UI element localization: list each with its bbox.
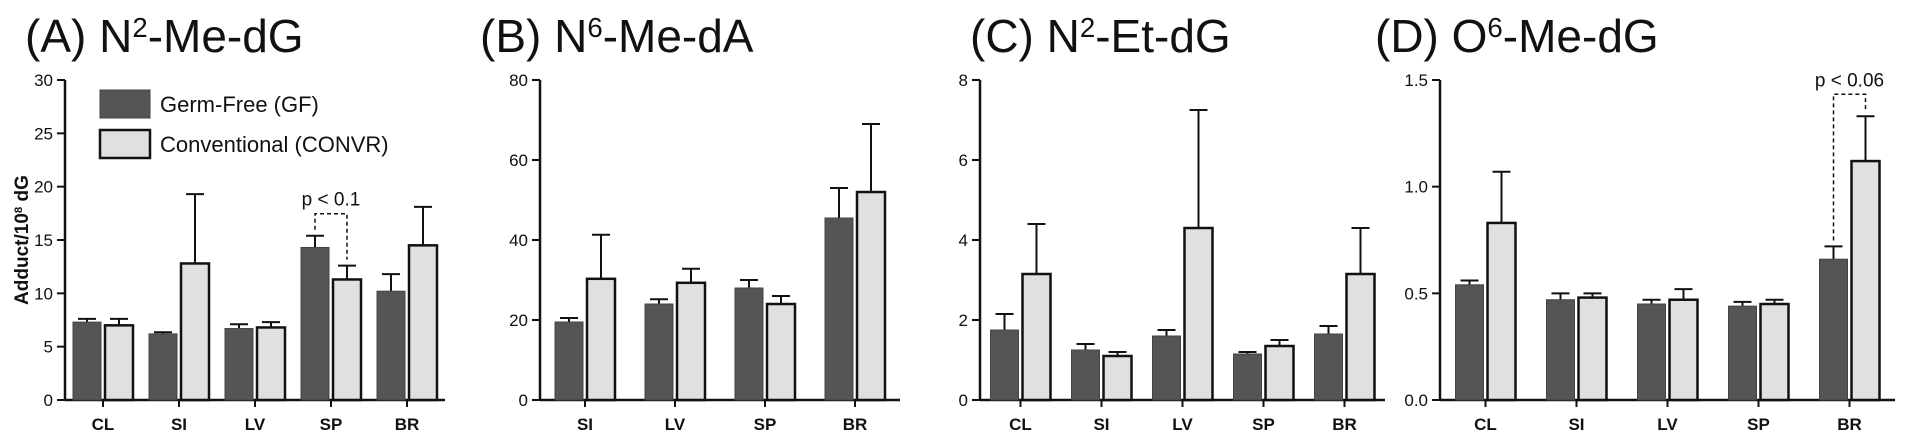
- bar: [1314, 333, 1343, 401]
- x-tick-label: BR: [395, 415, 420, 434]
- bar: [1102, 354, 1133, 402]
- x-tick-label: SI: [1093, 415, 1109, 434]
- bar: [990, 329, 1019, 401]
- chart-panel-1: (A) N2-Me-dG 0 5 10 15 20 25 30 CL SI LV SP p < 0.1 B…: [25, 10, 445, 434]
- x-tick-label: SP: [1252, 415, 1275, 434]
- x-tick-label: SP: [754, 415, 777, 434]
- bar: [734, 287, 764, 401]
- x-tick-label: LV: [1172, 415, 1193, 434]
- bar: [331, 278, 363, 402]
- bar: [1183, 226, 1214, 402]
- legend-swatch: [98, 128, 152, 160]
- chart-panel-3: (C) N2-Et-dG 0 2 4 6 8 CL SI LV SP BR: [959, 10, 1385, 434]
- bar: [255, 326, 287, 402]
- panel-title: (B) N6-Me-dA: [480, 10, 754, 62]
- bar: [1668, 298, 1699, 402]
- x-tick-label: CL: [92, 415, 115, 434]
- bar: [1152, 335, 1181, 401]
- bar: [407, 244, 439, 402]
- x-tick-label: LV: [1657, 415, 1678, 434]
- bar: [1071, 349, 1100, 401]
- panel-title: (C) N2-Et-dG: [970, 10, 1231, 62]
- significance-bracket: [314, 212, 348, 260]
- bar: [1233, 353, 1262, 401]
- chart-panel-4: (D) O6-Me-dG 0.0 0.5 1.0 1.5 CL SI LV SP BR p < 0.…: [1375, 10, 1895, 434]
- bar: [1637, 303, 1666, 401]
- x-tick-label: LV: [245, 415, 266, 434]
- legend-label: Conventional (CONVR): [160, 132, 389, 157]
- bar: [1486, 221, 1517, 402]
- x-tick-label: SP: [1747, 415, 1770, 434]
- x-tick-label: BR: [1332, 415, 1357, 434]
- y-tick-label: 20: [509, 311, 528, 330]
- y-tick-label: 80: [509, 71, 528, 90]
- bar: [1759, 302, 1790, 402]
- bar: [148, 333, 178, 401]
- bar: [1577, 296, 1608, 402]
- y-tick-label: 4: [959, 231, 968, 250]
- y-tick-label: 25: [34, 124, 53, 143]
- y-tick-label: 6: [959, 151, 968, 170]
- y-tick-label: 20: [34, 178, 53, 197]
- y-tick-label: 0.5: [1404, 284, 1428, 303]
- bar: [1021, 272, 1052, 402]
- x-tick-label: SP: [320, 415, 343, 434]
- y-tick-label: 60: [509, 151, 528, 170]
- bar: [1455, 284, 1484, 401]
- bar: [179, 262, 211, 402]
- y-tick-label: 30: [34, 71, 53, 90]
- bar: [224, 328, 254, 401]
- x-tick-label: SI: [1568, 415, 1584, 434]
- bar: [1264, 344, 1295, 402]
- x-tick-label: SI: [577, 415, 593, 434]
- y-tick-label: 10: [34, 284, 53, 303]
- y-tick-label: 8: [959, 71, 968, 90]
- bar: [644, 303, 674, 401]
- significance-bracket: [1832, 93, 1867, 241]
- bar: [824, 217, 854, 401]
- bar: [1850, 159, 1881, 402]
- bar: [1546, 299, 1575, 401]
- bar: [765, 302, 797, 402]
- bar: [376, 290, 406, 401]
- bar: [585, 277, 617, 402]
- y-tick-label: 0.0: [1404, 391, 1428, 410]
- y-tick-label: 0: [519, 391, 528, 410]
- bar: [554, 321, 584, 401]
- panel-title: (D) O6-Me-dG: [1375, 10, 1659, 62]
- y-tick-label: 0: [44, 391, 53, 410]
- significance-label: p < 0.06: [1815, 70, 1884, 91]
- x-tick-label: BR: [1837, 415, 1862, 434]
- y-tick-label: 40: [509, 231, 528, 250]
- y-tick-label: 15: [34, 231, 53, 250]
- y-tick-label: 1.0: [1404, 178, 1428, 197]
- x-tick-label: SI: [171, 415, 187, 434]
- bar: [1345, 272, 1376, 402]
- panel-title: (A) N2-Me-dG: [25, 10, 304, 62]
- y-tick-label: 2: [959, 311, 968, 330]
- x-tick-label: CL: [1474, 415, 1497, 434]
- bar: [103, 324, 135, 402]
- y-tick-label: 5: [44, 338, 53, 357]
- y-tick-label: 1.5: [1404, 71, 1428, 90]
- legend-swatch: [99, 89, 151, 119]
- x-tick-label: CL: [1009, 415, 1032, 434]
- bar: [300, 246, 330, 401]
- legend-label: Germ-Free (GF): [160, 92, 319, 117]
- significance-label: p < 0.1: [302, 190, 361, 211]
- x-tick-label: BR: [843, 415, 868, 434]
- bar: [675, 281, 707, 402]
- bar: [855, 190, 887, 402]
- y-axis-label: Adduct/108 dG: [12, 175, 33, 305]
- x-tick-label: LV: [665, 415, 686, 434]
- bar: [72, 321, 102, 401]
- legend: Germ-Free (GF) Conventional (CONVR): [98, 89, 389, 160]
- y-tick-label: 0: [959, 391, 968, 410]
- bar: [1819, 258, 1848, 401]
- bar: [1728, 305, 1757, 401]
- chart-panel-2: (B) N6-Me-dA 0 20 40 60 80 SI LV SP BR: [480, 10, 900, 434]
